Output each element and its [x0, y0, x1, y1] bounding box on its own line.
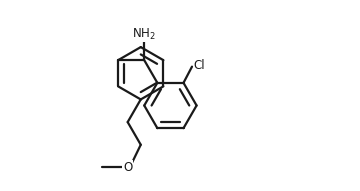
Text: O: O: [123, 161, 132, 174]
Text: NH$_2$: NH$_2$: [132, 27, 156, 42]
Text: Cl: Cl: [193, 59, 205, 72]
